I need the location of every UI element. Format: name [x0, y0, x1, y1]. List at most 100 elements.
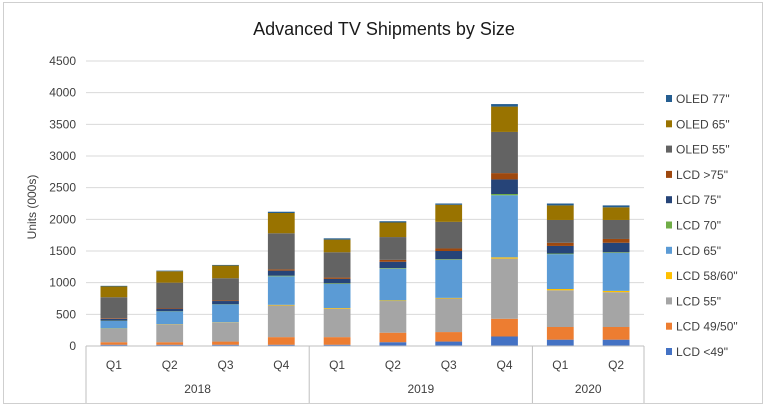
- legend-swatch: [666, 120, 672, 128]
- bar-segment: [435, 332, 463, 342]
- bar-segment: [323, 308, 351, 338]
- bar-segment: [491, 173, 518, 180]
- legend-item: LCD 75": [666, 193, 721, 207]
- x-tick-label: Q4: [273, 358, 289, 372]
- bar-segment: [435, 259, 463, 260]
- bar-segment: [212, 304, 239, 323]
- bar-segment: [546, 327, 574, 340]
- y-tick-label: 500: [56, 307, 76, 321]
- bar-stack: [100, 285, 128, 346]
- bar-segment: [435, 203, 463, 205]
- bar-segment: [156, 308, 184, 309]
- x-tick-label: Q3: [217, 358, 233, 372]
- bar-segment: [546, 339, 574, 346]
- y-axis-ticks: 0 500 1000 1500 2000 2500 3000 3500 4000 4500: [49, 54, 76, 353]
- legend-label: LCD 58/60": [676, 269, 738, 283]
- x-tick-label: Q1: [329, 358, 345, 372]
- bar-segment: [267, 344, 295, 346]
- x-tick-label: Q3: [441, 358, 457, 372]
- bar-segment: [435, 248, 463, 251]
- bar-stack: [323, 238, 351, 346]
- y-tick-label: 3000: [49, 149, 76, 163]
- bar-segment: [602, 238, 630, 243]
- bar-segment: [156, 342, 184, 345]
- bar-segment: [491, 131, 518, 174]
- bar-segment: [546, 203, 574, 206]
- bar-segment: [323, 308, 351, 309]
- bar-segment: [156, 311, 184, 325]
- bar-segment: [267, 337, 295, 345]
- bar-segment: [323, 283, 351, 308]
- bar-segment: [379, 342, 407, 346]
- year-label: 2018: [184, 382, 211, 396]
- legend-swatch: [666, 272, 672, 280]
- bar-segment: [546, 242, 574, 246]
- bar-segment: [379, 259, 407, 262]
- bar-segment: [323, 277, 351, 279]
- y-tick-label: 2000: [49, 212, 76, 226]
- bar-segment: [323, 283, 351, 284]
- bar-segment: [491, 106, 518, 132]
- legend-label: OLED 55": [676, 143, 730, 157]
- bar-segment: [212, 264, 239, 266]
- bar-segment: [156, 324, 184, 343]
- bar-segment: [267, 270, 295, 276]
- bar-stack: [267, 211, 295, 346]
- bar-segment: [212, 265, 239, 279]
- bar-segment: [602, 327, 630, 340]
- y-tick-label: 0: [69, 339, 76, 353]
- legend-swatch: [666, 246, 672, 254]
- bar-segment: [491, 258, 518, 319]
- bar-segment: [156, 282, 184, 308]
- legend-label: LCD 65": [676, 244, 721, 258]
- bar-segment: [435, 259, 463, 298]
- bar-segment: [212, 344, 239, 346]
- bar-segment: [602, 292, 630, 327]
- legend-label: LCD <49": [676, 345, 728, 359]
- legend-label: LCD 75": [676, 193, 721, 207]
- bar-segment: [267, 305, 295, 338]
- legend-item: OLED 65": [666, 117, 730, 131]
- legend: OLED 77" OLED 65" OLED 55" LCD >75" LCD 75" L…: [666, 92, 738, 359]
- bar-segment: [546, 219, 574, 243]
- bar-segment: [100, 344, 128, 346]
- legend-swatch: [666, 145, 672, 153]
- bar-segment: [267, 269, 295, 271]
- bar-segment: [323, 337, 351, 345]
- bar-segment: [435, 251, 463, 260]
- bar-segment: [100, 285, 128, 287]
- bar-segment: [435, 297, 463, 299]
- bar-segment: [156, 271, 184, 283]
- bar-segment: [546, 245, 574, 254]
- bar-stacks: [100, 104, 630, 346]
- bar-stack: [212, 264, 239, 346]
- bar-segment: [323, 238, 351, 240]
- bar-segment: [100, 328, 128, 343]
- bar-segment: [323, 252, 351, 278]
- legend-item: LCD >75": [666, 168, 728, 182]
- bar-segment: [602, 205, 630, 208]
- bar-segment: [379, 268, 407, 301]
- bar-segment: [212, 278, 239, 301]
- bar-segment: [435, 221, 463, 249]
- legend-label: LCD 70": [676, 219, 721, 233]
- legend-label: LCD 55": [676, 294, 721, 308]
- legend-item: LCD 55": [666, 294, 721, 308]
- year-label: 2020: [575, 382, 602, 396]
- legend-item: LCD <49": [666, 345, 728, 359]
- legend-swatch: [666, 221, 672, 229]
- bar-segment: [435, 204, 463, 222]
- legend-item: OLED 77": [666, 92, 730, 106]
- bar-segment: [546, 254, 574, 289]
- bar-segment: [379, 261, 407, 269]
- bar-segment: [100, 320, 128, 329]
- legend-swatch: [666, 297, 672, 305]
- chart-title: Advanced TV Shipments by Size: [253, 19, 515, 39]
- bar-segment: [491, 104, 518, 107]
- chart-frame: Advanced TV Shipments by Size Units (000…: [3, 2, 763, 404]
- bar-segment: [379, 300, 407, 302]
- legend-swatch: [666, 322, 672, 330]
- bar-segment: [546, 289, 574, 291]
- bar-segment: [100, 318, 128, 319]
- bar-segment: [100, 286, 128, 298]
